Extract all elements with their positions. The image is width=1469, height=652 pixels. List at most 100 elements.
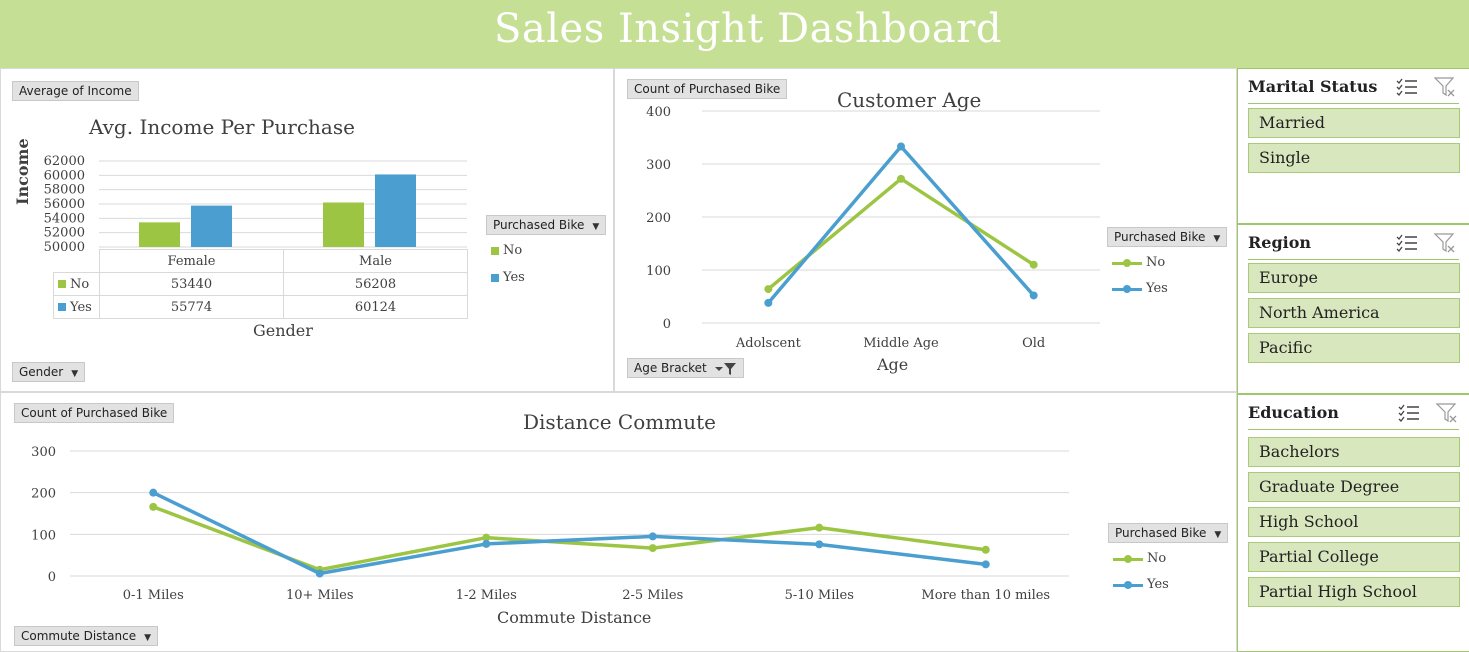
data-point [815,523,824,532]
y-tick-label: 62000 [44,154,85,169]
y-tick-label: 200 [31,487,56,502]
slicer-region: Region Europe North America Pacific [1237,224,1469,394]
multi-select-icon[interactable] [1396,233,1418,253]
commute-count-of-purchased-bike-button[interactable]: Count of Purchased Bike [14,403,175,423]
x-tick-label: More than 10 miles [921,588,1050,603]
multi-select-icon[interactable] [1396,77,1418,97]
data-table-cell: 55774 [99,295,284,319]
x-tick-label: 1-2 Miles [456,588,517,603]
commute-x-axis-label: Commute Distance [497,608,652,627]
slicer-item-high-school[interactable]: High School [1248,507,1460,537]
commute-legend-purchased-bike-button[interactable]: Purchased Bike ▼ [1108,523,1229,543]
data-point [897,142,905,151]
y-tick-label: 300 [646,158,671,173]
slicer-item-single[interactable]: Single [1248,143,1460,173]
chevron-down-icon: ▼ [71,369,79,379]
multi-select-icon[interactable] [1398,403,1420,423]
data-point [981,560,990,569]
age-legend-purchased-bike-button[interactable]: Purchased Bike ▼ [1107,227,1228,247]
bar [191,205,232,247]
data-point [149,502,158,511]
commute-legend-yes: Yes [1113,577,1169,592]
age-chart-panel: 0 100 200 300 400 Adolscent Middle Age Old Coun… [614,68,1237,392]
slicer-title: Region [1248,233,1312,252]
age-legend-no: No [1112,255,1165,270]
series-line-no [767,177,1035,291]
series-line-yes [152,491,986,576]
slicer-item-partial-high-school[interactable]: Partial High School [1248,577,1460,607]
x-tick-label: Adolscent [735,336,802,351]
x-tick-label: Middle Age [863,336,939,351]
data-point [648,532,657,541]
data-table-category-male: Male [283,249,468,273]
chevron-down-icon: ▼ [1214,530,1222,540]
chevron-down-icon: ▼ [592,222,600,232]
x-tick-label: 2-5 Miles [622,588,683,603]
data-point [815,540,824,549]
data-point [764,285,773,294]
age-bracket-axis-button[interactable]: Age Bracket [627,358,744,378]
income-legend-purchased-bike-button[interactable]: Purchased Bike ▼ [486,215,607,235]
y-tick-label: 0 [663,317,671,332]
data-point [1029,260,1038,269]
age-x-axis-label: Age [877,355,909,374]
bar [323,202,364,247]
commute-legend-no: No [1113,551,1166,566]
gender-axis-button[interactable]: Gender ▼ [12,362,86,382]
series-line-no [152,505,986,572]
commute-chart-panel: 0 100 200 300 0-1 Miles 10+ Miles 1-2 Miles 2-5… [0,392,1237,652]
y-tick-label: 56000 [44,197,85,212]
age-chart-title: Customer Age [837,88,982,112]
chevron-down-icon: ▼ [1213,234,1221,244]
data-point [149,488,158,497]
data-table-row-yes: Yes 55774 60124 [53,295,468,319]
data-point [648,544,657,553]
income-legend-no: No [491,243,522,258]
data-point [482,539,491,548]
chevron-down-icon: ▼ [144,633,151,643]
bar [375,174,416,247]
y-tick-label: 0 [48,570,56,585]
income-x-axis-label: Gender [253,321,313,340]
series-line-yes [766,144,1035,304]
y-tick-label: 200 [646,211,671,226]
slicer-item-europe[interactable]: Europe [1248,263,1460,293]
slicer-item-partial-college[interactable]: Partial College [1248,542,1460,572]
y-tick-label: 300 [31,445,56,460]
y-tick-label: 400 [646,105,671,120]
slicer-education: Education Bachelors Graduate Degree High… [1237,394,1469,652]
income-legend-yes: Yes [491,270,525,285]
distance-commute-line-chart: 0 100 200 300 0-1 Miles 10+ Miles 1-2 Miles 2-5… [31,445,1069,603]
bar [139,222,180,247]
data-table-cell: 53440 [99,272,284,296]
slicer-item-married[interactable]: Married [1248,108,1460,138]
data-table-row-no: No 53440 56208 [53,272,468,296]
clear-filter-icon[interactable] [1436,403,1458,423]
data-table-category-female: Female [99,249,284,273]
data-table-cell: 56208 [283,272,468,296]
filter-icon [714,362,736,375]
clear-filter-icon[interactable] [1434,233,1456,253]
x-tick-label: Old [1022,336,1045,351]
x-tick-label: 10+ Miles [286,588,354,603]
average-of-income-button[interactable]: Average of Income [12,81,139,101]
commute-distance-axis-button[interactable]: Commute Distance ▼ [14,626,158,646]
y-tick-label: 54000 [44,211,85,226]
slicer-item-graduate-degree[interactable]: Graduate Degree [1248,472,1460,502]
x-tick-label: 5-10 Miles [785,588,854,603]
age-count-of-purchased-bike-button[interactable]: Count of Purchased Bike [627,79,788,99]
income-data-table: Female Male No 53440 56208 Yes 55774 601… [53,249,468,319]
clear-filter-icon[interactable] [1434,77,1456,97]
x-tick-label: 0-1 Miles [123,588,184,603]
slicer-item-north-america[interactable]: North America [1248,298,1460,328]
y-tick-label: 100 [31,528,56,543]
data-point [1029,291,1038,300]
y-tick-label: 100 [646,264,671,279]
slicer-item-pacific[interactable]: Pacific [1248,333,1460,363]
slicer-item-bachelors[interactable]: Bachelors [1248,437,1460,467]
dashboard-title: Sales Insight Dashboard [494,6,1002,52]
y-tick-label: 52000 [44,226,85,241]
data-table-cell: 60124 [283,295,468,319]
y-tick-label: 58000 [44,183,85,198]
